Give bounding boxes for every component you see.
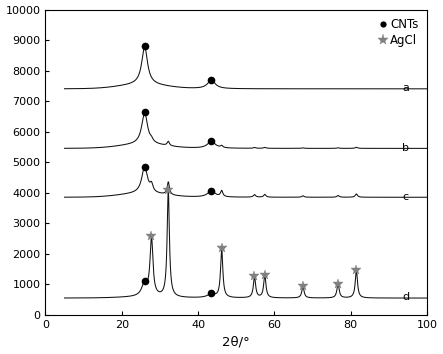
Text: d: d: [402, 292, 409, 302]
X-axis label: 2θ/°: 2θ/°: [222, 336, 250, 348]
Legend: CNTs, AgCl: CNTs, AgCl: [377, 16, 421, 50]
Text: b: b: [402, 143, 409, 153]
Text: a: a: [402, 83, 409, 93]
Text: c: c: [402, 192, 408, 201]
